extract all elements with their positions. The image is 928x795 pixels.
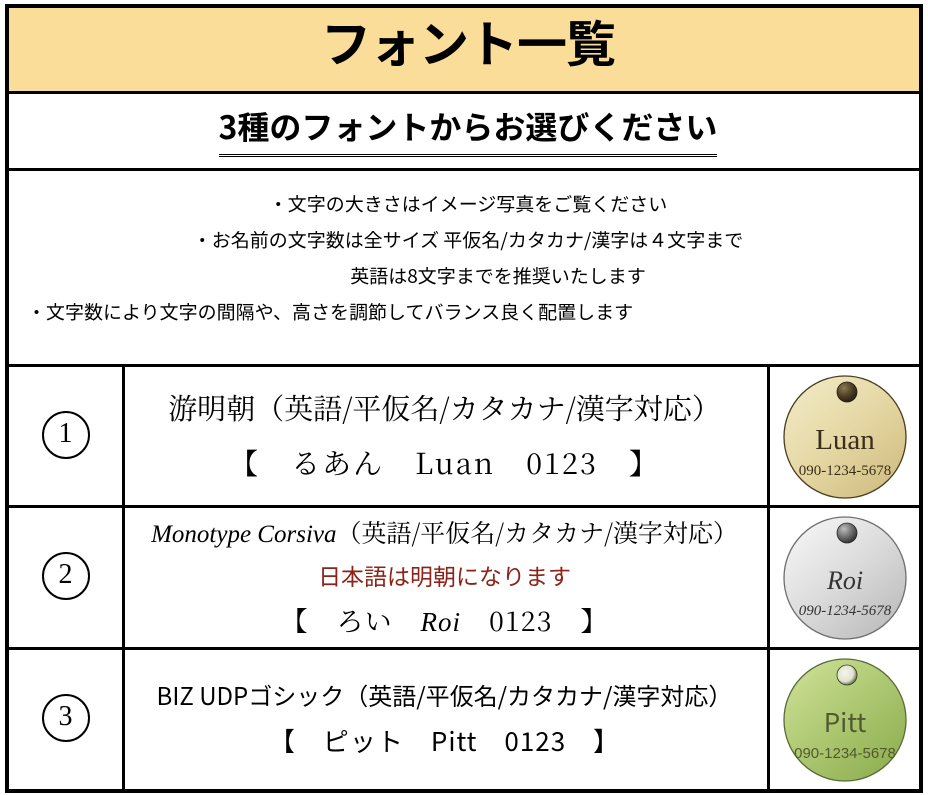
svg-text:Pitt: Pitt xyxy=(824,703,867,740)
svg-text:090-1234-5678: 090-1234-5678 xyxy=(794,745,896,762)
svg-text:Luan: Luan xyxy=(815,424,875,456)
svg-text:Roi: Roi xyxy=(826,566,863,595)
svg-text:090-1234-5678: 090-1234-5678 xyxy=(799,603,892,619)
svg-text:090-1234-5678: 090-1234-5678 xyxy=(799,463,892,479)
